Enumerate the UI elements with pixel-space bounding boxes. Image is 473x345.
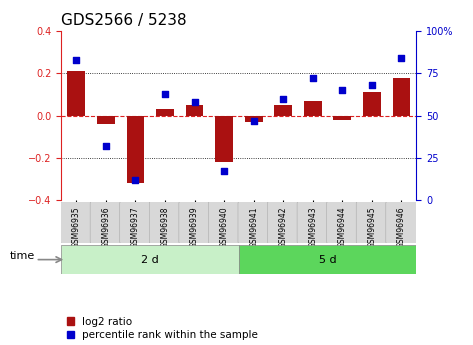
Text: GDS2566 / 5238: GDS2566 / 5238 — [61, 13, 187, 29]
Text: GSM96944: GSM96944 — [338, 207, 347, 248]
FancyBboxPatch shape — [120, 201, 151, 244]
Text: 2 d: 2 d — [141, 255, 159, 265]
Point — [339, 87, 346, 93]
Text: time: time — [9, 251, 35, 261]
Point — [398, 55, 405, 61]
Text: GSM96943: GSM96943 — [308, 207, 317, 248]
Point — [191, 99, 198, 105]
Bar — [126, 116, 144, 183]
Bar — [333, 116, 351, 120]
Point — [72, 57, 80, 62]
Bar — [97, 116, 114, 124]
FancyBboxPatch shape — [179, 201, 210, 244]
Text: GSM96937: GSM96937 — [131, 207, 140, 248]
FancyBboxPatch shape — [61, 201, 92, 244]
FancyBboxPatch shape — [356, 201, 387, 244]
Text: GSM96946: GSM96946 — [397, 207, 406, 248]
Text: GSM96935: GSM96935 — [72, 207, 81, 248]
Bar — [274, 105, 292, 116]
Bar — [67, 71, 85, 116]
Text: GSM96945: GSM96945 — [368, 207, 377, 248]
FancyBboxPatch shape — [297, 201, 328, 244]
Bar — [239, 245, 416, 274]
Bar — [363, 92, 381, 116]
Bar — [245, 116, 263, 122]
Point — [309, 76, 316, 81]
Text: 5 d: 5 d — [319, 255, 336, 265]
Point — [250, 118, 257, 124]
Point — [368, 82, 376, 88]
Text: GSM96940: GSM96940 — [219, 207, 228, 248]
Bar — [61, 245, 239, 274]
Text: GSM96941: GSM96941 — [249, 207, 258, 248]
FancyBboxPatch shape — [238, 201, 269, 244]
FancyBboxPatch shape — [268, 201, 299, 244]
Bar — [215, 116, 233, 162]
Point — [131, 177, 139, 183]
Text: GSM96938: GSM96938 — [160, 207, 169, 248]
Legend: log2 ratio, percentile rank within the sample: log2 ratio, percentile rank within the s… — [67, 317, 258, 340]
FancyBboxPatch shape — [149, 201, 181, 244]
Text: GSM96942: GSM96942 — [279, 207, 288, 248]
Point — [220, 169, 228, 174]
Point — [102, 143, 110, 149]
Bar — [185, 105, 203, 116]
Text: GSM96936: GSM96936 — [101, 207, 110, 248]
FancyBboxPatch shape — [209, 201, 240, 244]
Point — [280, 96, 287, 101]
FancyBboxPatch shape — [327, 201, 358, 244]
FancyBboxPatch shape — [90, 201, 122, 244]
Bar — [393, 78, 410, 116]
Bar — [304, 101, 322, 116]
Point — [161, 91, 169, 96]
Bar — [156, 109, 174, 116]
Text: GSM96939: GSM96939 — [190, 207, 199, 248]
FancyBboxPatch shape — [386, 201, 417, 244]
